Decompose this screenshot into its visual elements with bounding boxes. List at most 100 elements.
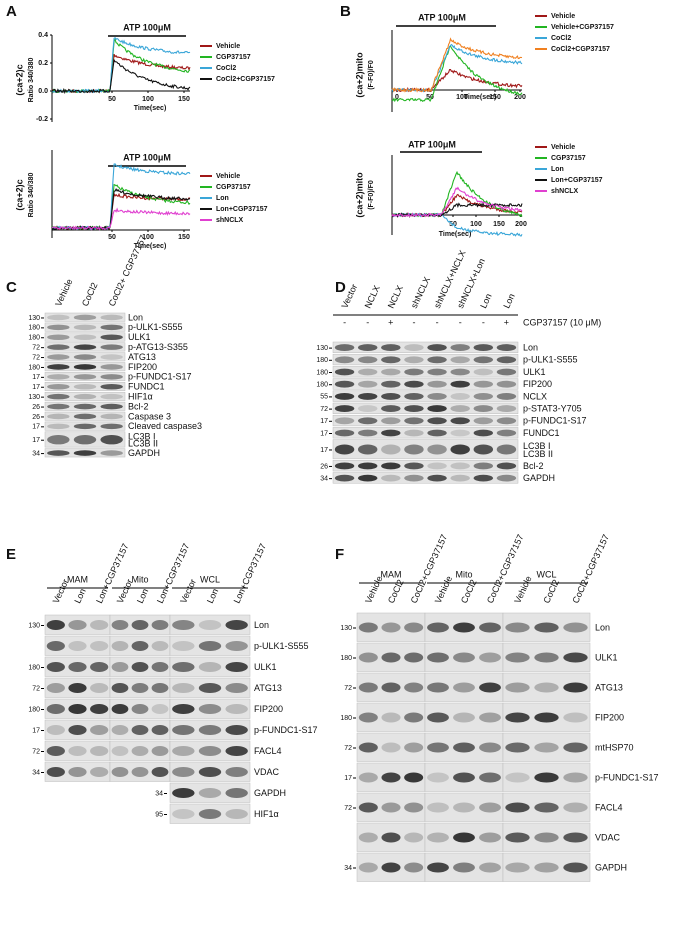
band [100, 364, 123, 370]
band [68, 662, 87, 672]
y-tick-label: 0.4 [38, 32, 48, 39]
band [479, 802, 501, 813]
band [334, 429, 355, 437]
band [453, 772, 475, 783]
panel-label: C [6, 279, 17, 296]
band [334, 344, 355, 352]
x-tick-label: 150 [178, 96, 190, 103]
band [496, 344, 517, 352]
band [357, 417, 378, 425]
band [198, 704, 222, 714]
band [450, 462, 470, 470]
band [404, 832, 424, 843]
band [505, 832, 530, 843]
band [357, 380, 378, 388]
mw-marker: 180 [316, 369, 328, 376]
mw-marker: 55 [320, 394, 328, 401]
x-tick-label: 50 [108, 234, 116, 241]
band [100, 413, 123, 420]
band [46, 767, 65, 777]
band [225, 809, 248, 819]
band [473, 368, 494, 376]
band [381, 405, 401, 413]
protein-label: mtHSP70 [595, 742, 634, 752]
mw-marker: 130 [316, 345, 328, 352]
blot-strip [44, 332, 126, 342]
band [225, 746, 248, 756]
band [357, 344, 378, 352]
band [73, 374, 97, 380]
protein-label: FIP200 [523, 379, 552, 389]
protein-label: HIF1α [254, 809, 279, 819]
protein-label: Lon [128, 312, 143, 322]
band [334, 417, 355, 425]
x-tick-label: 100 [142, 234, 154, 241]
band [47, 413, 70, 420]
band [198, 683, 222, 693]
band [479, 712, 501, 723]
band [172, 683, 195, 693]
band [534, 712, 559, 723]
protein-label: Lon [595, 622, 610, 632]
band [358, 802, 378, 813]
band [534, 652, 559, 663]
treatment-sign: - [459, 317, 462, 327]
band [505, 802, 530, 813]
band [427, 742, 449, 753]
band [47, 450, 70, 456]
band [172, 641, 195, 651]
lane-label: Lon [478, 292, 493, 310]
blot-strip [169, 614, 251, 635]
band [496, 405, 517, 413]
lane-label: Lon [205, 587, 220, 605]
band [100, 314, 123, 321]
lane-label: Vehicle [512, 574, 533, 605]
band [73, 413, 97, 420]
band [73, 334, 97, 341]
band [334, 405, 355, 413]
band [68, 683, 87, 693]
band [427, 862, 449, 873]
mw-marker: 17 [320, 418, 328, 425]
panel-label: E [6, 546, 16, 563]
x-tick-label: 200 [515, 221, 527, 228]
band [151, 641, 169, 651]
band [47, 324, 70, 331]
band [100, 324, 123, 331]
panel-label: F [335, 546, 344, 563]
band [473, 405, 494, 413]
x-tick-label: 50 [426, 94, 434, 101]
blot-strip [332, 472, 519, 484]
band [100, 450, 123, 456]
band [68, 767, 87, 777]
band [563, 802, 588, 813]
panel-label: A [6, 3, 17, 20]
band [381, 802, 401, 813]
trace [391, 37, 523, 93]
band [453, 712, 475, 723]
band [90, 725, 109, 735]
mw-marker: 180 [316, 357, 328, 364]
band [100, 344, 123, 350]
band [453, 622, 475, 633]
band [47, 403, 70, 410]
band [563, 652, 588, 663]
protein-label: LC3B II [523, 449, 553, 459]
band [151, 767, 169, 777]
band [534, 742, 559, 753]
band [90, 620, 109, 630]
band [334, 380, 355, 388]
band [427, 712, 449, 723]
band [473, 462, 494, 470]
x-tick-label: 200 [514, 94, 526, 101]
band [496, 380, 517, 388]
protein-label: p-ULK1-S555 [254, 641, 309, 651]
band [225, 767, 248, 777]
protein-label: ULK1 [595, 652, 618, 662]
mw-marker: 17 [32, 384, 40, 391]
band [505, 742, 530, 753]
band [496, 429, 517, 437]
trace [391, 212, 523, 237]
mw-marker: 130 [340, 625, 352, 632]
blot-strip [169, 656, 251, 677]
